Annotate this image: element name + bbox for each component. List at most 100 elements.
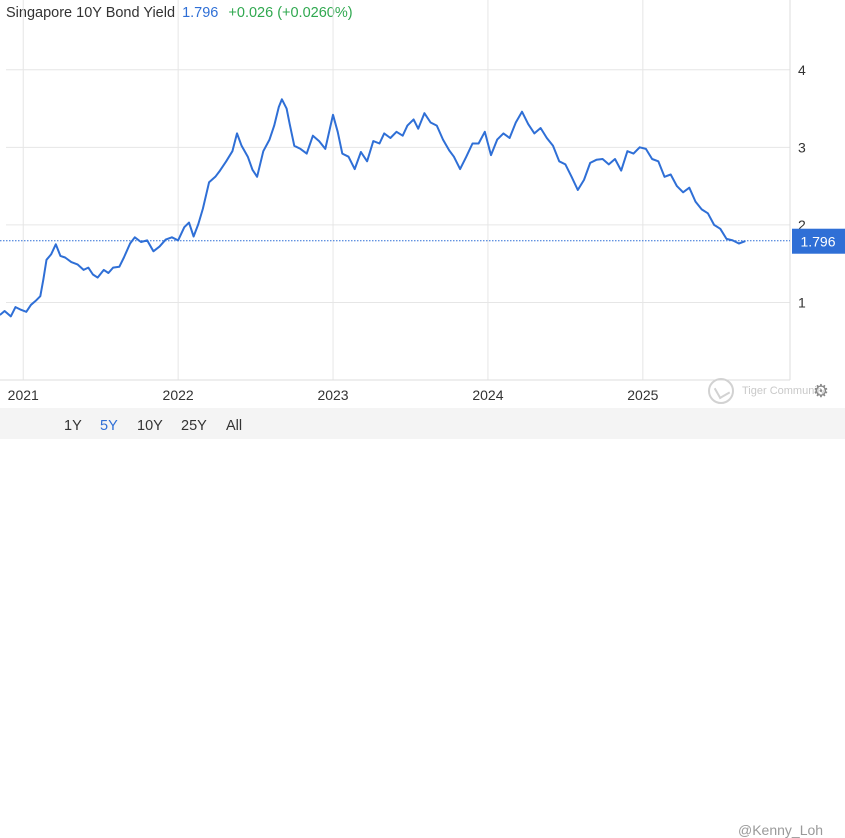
data-point <box>707 212 709 214</box>
x-tick-label: 2024 <box>472 387 503 403</box>
data-point <box>417 128 419 130</box>
data-point <box>165 239 167 241</box>
data-point <box>318 140 320 142</box>
series-line <box>0 98 746 318</box>
data-point <box>76 263 79 265</box>
data-point <box>281 98 283 100</box>
tiger-logo-icon <box>708 378 734 404</box>
instrument-name: Singapore 10Y Bond Yield <box>6 5 176 21</box>
data-point <box>453 156 455 158</box>
gear-icon[interactable]: ⚙ <box>812 381 830 401</box>
data-point <box>236 132 238 134</box>
data-point <box>478 142 480 145</box>
data-point <box>306 153 308 155</box>
watermark-text: Tiger Community <box>742 385 826 397</box>
data-point <box>558 160 560 162</box>
data-point <box>50 253 52 255</box>
data-point <box>42 278 45 280</box>
data-point <box>413 118 415 120</box>
data-point <box>97 277 99 279</box>
data-point <box>55 243 57 245</box>
data-point <box>595 159 598 161</box>
data-point <box>552 145 554 147</box>
data-point <box>546 137 548 139</box>
data-point <box>430 121 432 124</box>
data-point <box>87 267 89 269</box>
data-point <box>59 255 62 257</box>
range-button-10y[interactable]: 10Y <box>137 418 163 434</box>
watermark: Tiger Community <box>708 375 825 405</box>
data-point <box>225 160 227 162</box>
data-point <box>92 273 94 276</box>
data-point <box>193 235 195 238</box>
data-point <box>490 154 492 156</box>
data-point <box>395 131 398 133</box>
data-point <box>268 139 271 141</box>
data-point <box>289 123 291 125</box>
range-button-all[interactable]: All <box>226 418 243 434</box>
data-point <box>112 267 114 269</box>
data-point <box>378 142 381 145</box>
data-point <box>324 148 326 150</box>
range-button-25y[interactable]: 25Y <box>181 418 207 434</box>
data-point <box>614 158 616 160</box>
price-change: +0.026 (+0.0260%) <box>228 5 353 21</box>
data-point <box>134 236 136 238</box>
data-point <box>0 314 1 316</box>
data-point <box>118 266 120 268</box>
data-point <box>471 142 474 145</box>
range-button-1y[interactable]: 1Y <box>64 418 82 434</box>
data-point <box>354 168 356 170</box>
data-point <box>286 108 288 110</box>
data-point <box>247 156 249 158</box>
range-selector: 1Y 5Y 10Y 25Y All @Kenny_Loh <box>0 408 845 838</box>
data-point <box>509 137 511 139</box>
data-point <box>347 156 350 158</box>
data-point <box>620 170 622 172</box>
data-point <box>45 259 48 261</box>
data-point <box>30 304 32 306</box>
data-point <box>25 311 27 313</box>
data-point <box>402 135 404 137</box>
data-point <box>241 145 243 147</box>
data-point <box>183 226 185 228</box>
last-value-label: 1.796 <box>800 234 835 250</box>
data-point <box>571 176 573 178</box>
range-button-5y[interactable]: 5Y <box>100 418 118 434</box>
data-point <box>332 114 334 116</box>
data-point <box>719 228 721 230</box>
data-point <box>278 106 280 108</box>
x-tick-label: 2023 <box>317 387 348 403</box>
data-point <box>171 236 173 238</box>
last-value-label-bg <box>792 228 845 254</box>
x-tick-label: 2022 <box>163 387 194 403</box>
data-point <box>389 137 391 139</box>
data-point <box>651 158 653 160</box>
data-point <box>35 300 37 302</box>
data-point <box>564 163 567 165</box>
data-point <box>197 223 199 225</box>
data-point <box>732 239 734 241</box>
data-point <box>312 135 314 137</box>
data-point <box>360 151 362 153</box>
data-point <box>208 181 210 183</box>
data-point <box>676 185 678 187</box>
data-point <box>682 191 684 193</box>
data-point <box>299 148 302 150</box>
data-point <box>158 246 161 248</box>
data-point <box>10 315 12 317</box>
data-point <box>341 153 343 155</box>
data-point <box>123 256 125 259</box>
author-handle: @Kenny_Loh <box>738 822 824 838</box>
data-point <box>406 125 408 127</box>
data-point <box>540 127 542 129</box>
data-point <box>262 150 264 152</box>
data-point <box>64 256 66 259</box>
data-point <box>626 150 629 152</box>
data-point <box>701 208 703 210</box>
data-point <box>694 201 697 203</box>
data-point <box>70 261 72 263</box>
data-point <box>484 131 486 133</box>
data-point <box>448 149 450 151</box>
data-point <box>515 121 517 124</box>
